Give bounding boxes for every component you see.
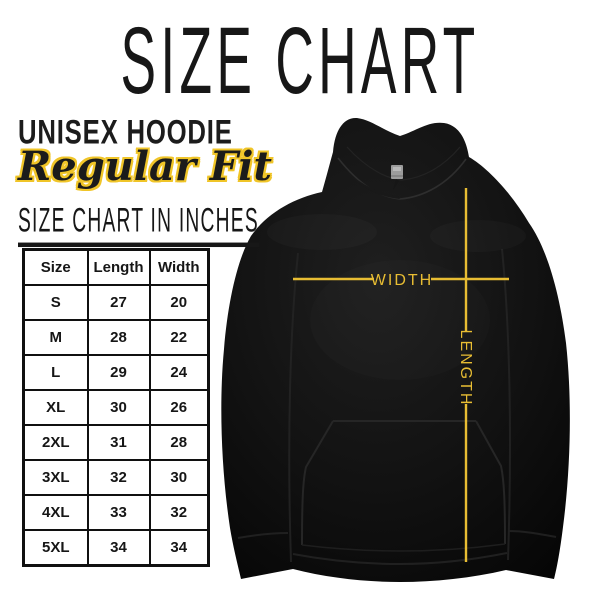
length-cell: 29 xyxy=(86,354,151,391)
width-label: WIDTH xyxy=(371,272,433,289)
width-cell: 26 xyxy=(148,389,210,426)
table-row: 3XL 32 30 xyxy=(22,459,210,496)
length-cell: 31 xyxy=(86,424,151,461)
garment-seams xyxy=(237,248,557,566)
table-row: 2XL 31 28 xyxy=(22,424,210,461)
table-row: L 29 24 xyxy=(22,354,210,391)
size-cell: 5XL xyxy=(22,529,89,567)
size-cell: L xyxy=(22,354,89,391)
size-cell: 3XL xyxy=(22,459,89,496)
size-cell: M xyxy=(22,319,89,356)
length-cell: 34 xyxy=(86,529,151,567)
size-table: Size Length Width S 27 20 M 28 22 L 29 2… xyxy=(22,248,210,567)
hood-opening xyxy=(336,146,467,200)
size-cell: 2XL xyxy=(22,424,89,461)
table-row: XL 30 26 xyxy=(22,389,210,426)
table-header-row: Size Length Width xyxy=(22,248,210,286)
width-cell: 34 xyxy=(148,529,210,567)
size-cell: XL xyxy=(22,389,89,426)
size-cell: S xyxy=(22,284,89,321)
length-label: LENGTH xyxy=(457,330,474,407)
measurement-lines xyxy=(293,188,509,562)
width-cell: 30 xyxy=(148,459,210,496)
width-cell: 24 xyxy=(148,354,210,391)
page-title: SIZE CHART xyxy=(120,7,480,114)
width-cell: 28 xyxy=(148,424,210,461)
product-name: UNISEX HOODIE xyxy=(18,112,233,151)
length-cell: 33 xyxy=(86,494,151,531)
hood-tag xyxy=(391,165,403,190)
kangaroo-pocket xyxy=(301,420,506,552)
length-cell: 32 xyxy=(86,459,151,496)
table-row: 4XL 33 32 xyxy=(22,494,210,531)
width-cell: 22 xyxy=(148,319,210,356)
col-header-length: Length xyxy=(86,248,151,286)
size-cell: 4XL xyxy=(22,494,89,531)
fit-label: Regular Fit xyxy=(18,143,272,190)
width-cell: 20 xyxy=(148,284,210,321)
length-cell: 27 xyxy=(86,284,151,321)
units-heading: SIZE CHART IN INCHES xyxy=(18,200,259,248)
table-row: S 27 20 xyxy=(22,284,210,321)
col-header-width: Width xyxy=(148,248,210,286)
table-row: 5XL 34 34 xyxy=(22,529,210,567)
col-header-size: Size xyxy=(22,248,89,286)
width-cell: 32 xyxy=(148,494,210,531)
table-row: M 28 22 xyxy=(22,319,210,356)
length-cell: 28 xyxy=(86,319,151,356)
hoodie-silhouette xyxy=(221,117,570,583)
length-cell: 30 xyxy=(86,389,151,426)
